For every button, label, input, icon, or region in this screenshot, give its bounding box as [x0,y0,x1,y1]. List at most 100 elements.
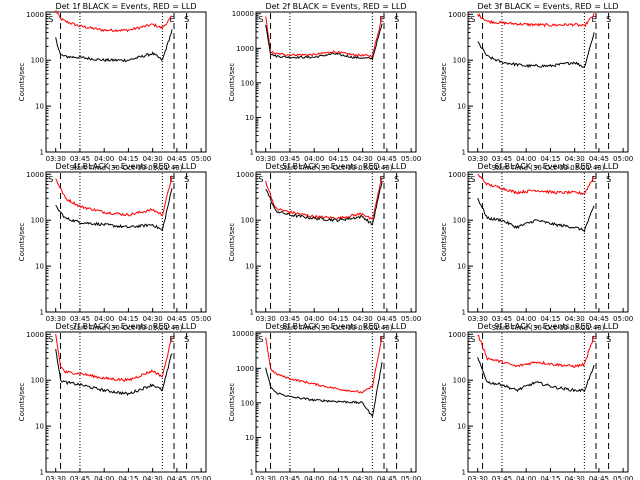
marker-s: S [606,335,611,344]
x-tick-label: 03:45 [492,475,512,480]
x-tick-label: 03:30 [256,315,276,323]
y-tick-label: 10 [35,423,44,431]
x-tick-label: 04:00 [94,155,114,163]
series-line-lld [55,10,173,33]
x-tick-label: 04:00 [94,475,114,480]
x-tick-label: 04:15 [328,315,348,323]
x-tick-label: 03:45 [280,315,300,323]
y-tick-label: 10 [457,103,466,111]
panel-4: Det 4f BLACK = Events, RED = LLD 1 10 100 10… [18,162,211,332]
y-tick-label: 1 [40,469,44,477]
plot-frame [45,171,207,313]
x-tick-label: 04:45 [167,155,187,163]
x-tick-label: 05:00 [401,155,421,163]
x-tick-label: 04:30 [143,315,163,323]
x-tick-label: 04:45 [377,155,397,163]
series-line-events [477,357,595,393]
panel-6: Det 6f BLACK = Events, RED = LLD 1 10 100 10… [440,162,633,332]
plot-frame [255,11,417,153]
panel-1: Det 1f BLACK = Events, RED = LLD 1 10 100 10… [18,2,211,172]
marker-e: E [380,335,385,344]
marker-s: S [470,335,475,344]
y-tick-label: 1 [250,149,254,157]
marker-s: S [48,335,53,344]
x-tick-label: 04:15 [118,155,138,163]
x-tick-label: 03:30 [46,475,66,480]
plot-frame [467,11,629,153]
y-tick-label: 1000 [448,331,466,339]
y-tick-label: 1 [462,309,466,317]
x-tick-label: 03:30 [256,155,276,163]
x-tick-label: 04:45 [377,475,397,480]
panel-3: Det 3f BLACK = Events, RED = LLD 1 10 100 10… [440,2,633,172]
y-tick-label: 10 [35,103,44,111]
series-line-events [55,29,173,63]
y-tick-label: 100 [453,377,466,385]
series-line-lld [477,334,595,368]
marker-s: S [394,175,399,184]
x-tick-label: 05:00 [613,155,633,163]
x-tick-label: 04:45 [167,475,187,480]
x-tick-label: 04:00 [304,315,324,323]
x-tick-label: 04:30 [143,475,163,480]
x-tick-label: 04:00 [516,155,536,163]
x-tick-label: 03:30 [468,155,488,163]
series-line-events [265,23,383,61]
marker-e: E [380,175,385,184]
x-tick-label: 04:30 [565,475,585,480]
x-tick-label: 03:45 [280,475,300,480]
marker-s: S [48,15,53,24]
y-axis-label: Counts/sec [440,63,448,102]
series-line-events [477,197,595,233]
marker-e: E [170,175,175,184]
x-tick-label: 04:30 [353,155,373,163]
x-tick-label: 03:45 [280,155,300,163]
marker-s: S [606,15,611,24]
x-axis-label: Start Time (30-Oct-09 03:21:40) [70,164,183,172]
y-tick-label: 1000 [236,45,254,53]
marker-s: S [394,15,399,24]
marker-e: E [592,15,597,24]
x-tick-label: 05:00 [191,475,211,480]
y-tick-label: 10 [457,423,466,431]
plot-frame [45,11,207,153]
marker-s: S [606,175,611,184]
y-tick-label: 1 [462,469,466,477]
y-tick-label: 1000 [26,331,44,339]
x-tick-label: 04:00 [304,155,324,163]
y-tick-label: 10000 [232,330,254,338]
x-tick-label: 03:45 [70,475,90,480]
marker-s: S [258,335,263,344]
x-axis-label: Start Time (30-Oct-09 03:21:40) [492,324,605,332]
marker-s: S [258,175,263,184]
y-axis-label: Counts/sec [228,383,236,422]
panel-title: Det 3f BLACK = Events, RED = LLD [477,2,618,11]
marker-s: S [394,335,399,344]
marker-s: S [184,175,189,184]
x-tick-label: 03:30 [468,475,488,480]
panel-9: Det 9f BLACK = Events, RED = LLD 1 10 100 10… [440,322,633,480]
x-tick-label: 04:15 [328,475,348,480]
plot-frame [467,171,629,313]
marker-e: E [592,335,597,344]
x-axis-label: Start Time (30-Oct-09 03:21:40) [70,324,183,332]
marker-s: S [470,15,475,24]
y-axis-label: Counts/sec [18,223,26,262]
series-line-events [265,362,383,418]
x-tick-label: 04:45 [589,475,609,480]
y-tick-label: 1000 [26,11,44,19]
plot-frame [45,331,207,473]
marker-e: E [380,15,385,24]
y-axis-label: Counts/sec [228,223,236,262]
marker-s: S [184,15,189,24]
x-tick-label: 04:45 [167,315,187,323]
x-tick-label: 04:00 [94,315,114,323]
series-line-lld [55,175,173,217]
y-tick-label: 1000 [236,365,254,373]
x-tick-label: 04:45 [377,315,397,323]
y-tick-label: 10 [245,434,254,442]
y-tick-label: 1000 [448,11,466,19]
x-axis-label: Start Time (30-Oct-09 03:21:40) [280,164,393,172]
y-axis-label: Counts/sec [440,383,448,422]
x-tick-label: 05:00 [191,155,211,163]
